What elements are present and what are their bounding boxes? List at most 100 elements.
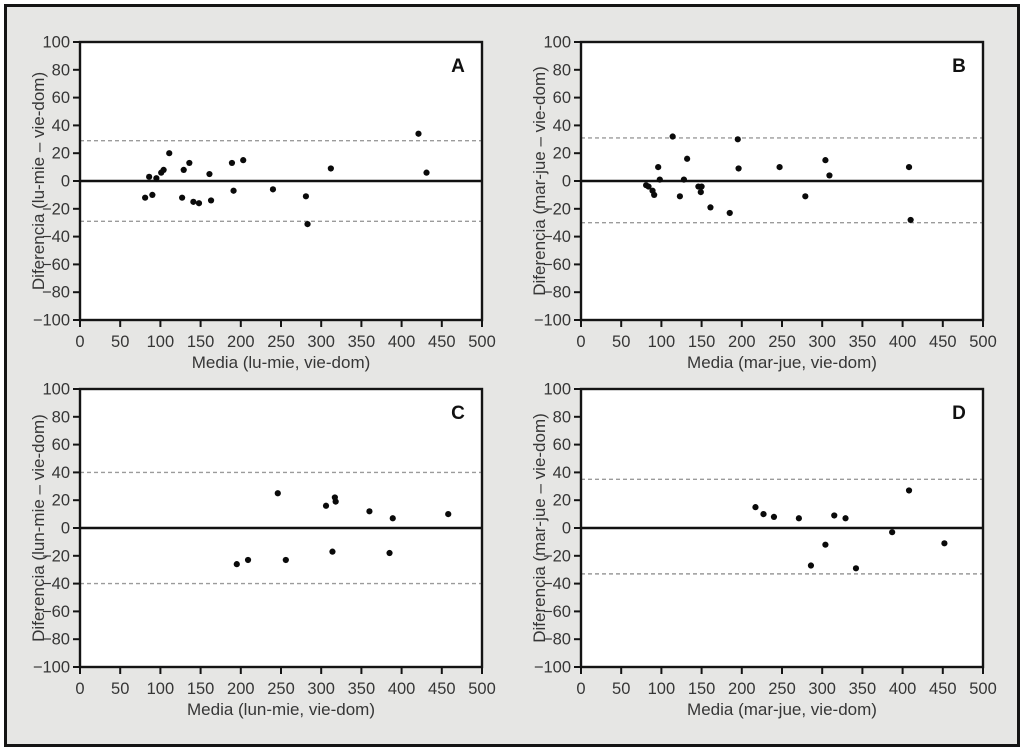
y-tick-label: −60: [543, 256, 571, 274]
x-tick-label: 150: [187, 680, 215, 698]
scatter-plot-d: 0 50 100 150 200 250 300 350 400 450 5001008060402…: [530, 381, 997, 720]
y-tick-label: −60: [42, 603, 70, 621]
y-tick-label: −20: [42, 200, 70, 218]
x-tick-label: 350: [348, 333, 376, 351]
data-point: [304, 220, 311, 228]
y-tick-label: 20: [553, 492, 571, 510]
x-tick-label: 100: [648, 333, 676, 351]
data-point: [274, 490, 281, 497]
data-point: [776, 164, 783, 171]
y-tick-label: −60: [42, 256, 70, 274]
data-point: [153, 175, 160, 182]
y-tick-label: 60: [553, 89, 571, 107]
x-tick-label: 400: [388, 333, 416, 351]
y-tick-label: 80: [553, 408, 571, 426]
x-tick-label: 50: [111, 333, 129, 351]
data-point: [831, 512, 838, 519]
x-tick-label: 450: [428, 680, 456, 698]
data-point: [752, 504, 759, 511]
x-tick-label: 100: [648, 680, 676, 698]
x-tick-label: 50: [612, 333, 630, 351]
x-tick-label: 500: [468, 680, 496, 698]
data-point: [795, 515, 802, 522]
x-axis-label: Media (lu-mie, vie-dom): [192, 353, 371, 372]
x-tick-label: 400: [889, 680, 917, 698]
y-tick-label: −60: [543, 603, 571, 621]
data-point: [228, 159, 236, 167]
data-point: [195, 200, 203, 207]
x-tick-label: 300: [808, 680, 836, 698]
y-tick-label: −80: [543, 631, 571, 649]
data-point: [240, 157, 247, 164]
y-tick-label: −20: [42, 547, 70, 565]
y-tick-label: 100: [42, 34, 70, 52]
scatter-plot-c: 0 50 100 150 200 250 300 350 400 450 5001008060402…: [29, 381, 496, 720]
data-point: [179, 194, 186, 201]
x-tick-label: 300: [307, 680, 335, 698]
data-point: [726, 209, 733, 217]
data-point: [206, 170, 213, 178]
data-point: [826, 172, 833, 179]
x-tick-label: 400: [388, 680, 416, 698]
y-axis-label: Diferencia (mar-jue – vie-dom): [530, 66, 549, 296]
data-point: [807, 562, 815, 569]
data-point: [842, 515, 849, 522]
data-point: [190, 198, 197, 205]
y-tick-label: 0: [61, 173, 70, 191]
data-point: [186, 159, 193, 167]
x-tick-label: 250: [768, 333, 796, 351]
y-tick-label: 40: [553, 117, 571, 135]
x-tick-label: 250: [267, 680, 295, 698]
x-tick-label: 150: [688, 680, 716, 698]
y-tick-label: 60: [52, 436, 70, 454]
data-point: [941, 540, 948, 547]
x-tick-label: 200: [227, 333, 255, 351]
data-point: [327, 165, 334, 172]
data-point: [445, 511, 452, 518]
data-point: [822, 541, 829, 548]
x-tick-label: 0: [576, 333, 585, 351]
y-tick-label: 40: [553, 464, 571, 482]
y-tick-label: 20: [553, 145, 571, 163]
data-point: [852, 565, 860, 572]
y-tick-label: −40: [42, 575, 70, 593]
data-point: [244, 556, 252, 564]
y-tick-label: 40: [52, 464, 70, 482]
y-tick-label: 40: [52, 117, 70, 135]
data-point: [302, 193, 310, 200]
data-point: [142, 194, 149, 201]
y-tick-label: 100: [543, 381, 571, 399]
x-tick-label: 350: [849, 680, 877, 698]
data-point: [322, 502, 330, 509]
data-point: [166, 150, 173, 157]
data-point: [669, 133, 676, 140]
x-tick-label: 250: [267, 333, 295, 351]
y-tick-label: −100: [33, 312, 70, 330]
data-point: [656, 176, 663, 183]
data-point: [230, 187, 237, 194]
x-tick-label: 200: [728, 333, 756, 351]
x-tick-label: 0: [75, 333, 84, 351]
y-tick-label: −20: [543, 200, 571, 218]
y-tick-label: 100: [42, 381, 70, 399]
data-point: [707, 204, 714, 211]
y-tick-label: −80: [543, 284, 571, 302]
scatter-plot-a: 0 50 100 150 200 250 300 350 400 450 5001008060402…: [29, 34, 496, 373]
data-point: [822, 157, 829, 164]
data-point: [415, 130, 422, 137]
x-tick-label: 450: [428, 333, 456, 351]
y-tick-label: −80: [42, 284, 70, 302]
x-tick-label: 100: [147, 333, 175, 351]
y-tick-label: 20: [52, 145, 70, 163]
y-tick-label: 100: [543, 34, 571, 52]
x-axis-label: Media (mar-jue, vie-dom): [687, 353, 877, 372]
panel-letter: C: [451, 403, 465, 424]
data-point: [676, 193, 683, 200]
data-point: [386, 549, 393, 557]
data-point: [332, 498, 339, 505]
data-point: [389, 515, 396, 522]
data-point: [697, 189, 704, 196]
data-point: [233, 561, 240, 568]
y-tick-label: 60: [553, 436, 571, 454]
x-axis-label: Media (mar-jue, vie-dom): [687, 700, 877, 719]
